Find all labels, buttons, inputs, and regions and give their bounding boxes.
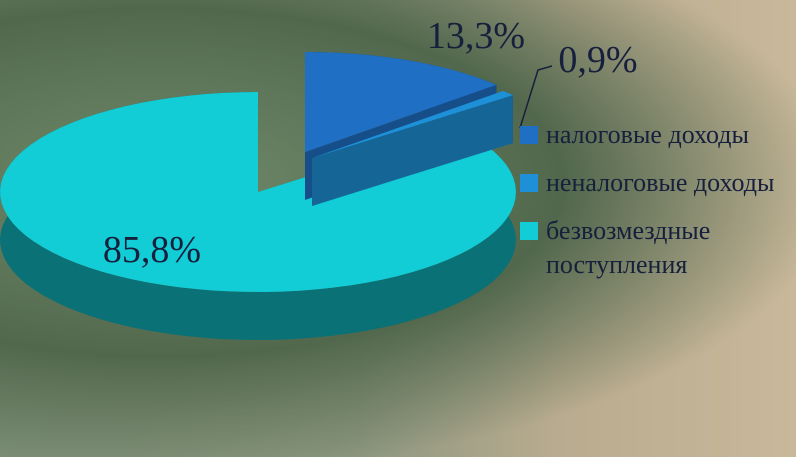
slice-top [305, 52, 497, 152]
legend-item: налоговые доходы [520, 118, 790, 152]
slice-edge [312, 95, 513, 206]
legend-swatch [520, 174, 538, 192]
legend: налоговые доходы неналоговые доходы безвоз… [520, 118, 790, 296]
data-label: 0,9% [558, 39, 637, 81]
data-label: 85,8% [103, 229, 201, 271]
legend-label: безвозмездные поступления [546, 216, 711, 279]
legend-swatch [520, 126, 538, 144]
legend-swatch [520, 222, 538, 240]
legend-item: неналоговые доходы [520, 166, 790, 200]
slice-top [0, 92, 516, 292]
data-label: 13,3% [427, 15, 525, 57]
legend-item: безвозмездные поступления [520, 214, 790, 282]
pie-slice [312, 90, 513, 206]
legend-label: налоговые доходы [546, 120, 749, 149]
legend-label: неналоговые доходы [546, 168, 775, 197]
leader-line [519, 65, 553, 129]
slice-top [312, 90, 513, 158]
